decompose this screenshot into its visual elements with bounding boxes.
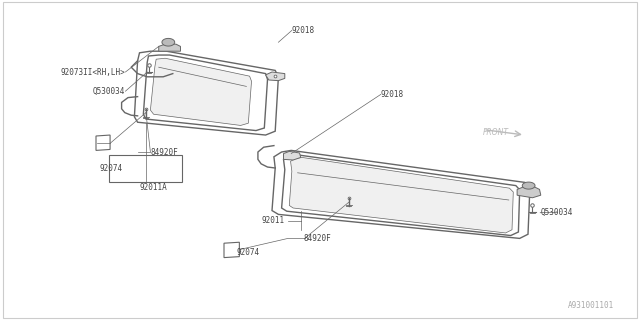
Text: Q530034: Q530034 xyxy=(541,208,573,217)
Text: 92018: 92018 xyxy=(291,26,314,35)
Polygon shape xyxy=(224,242,239,258)
Text: 84920F: 84920F xyxy=(150,148,178,156)
Text: 92011A: 92011A xyxy=(140,183,168,192)
Text: 92011: 92011 xyxy=(262,216,285,225)
FancyBboxPatch shape xyxy=(109,155,182,182)
Text: 92018: 92018 xyxy=(381,90,404,99)
Polygon shape xyxy=(517,187,541,198)
Text: FRONT: FRONT xyxy=(483,128,509,137)
Polygon shape xyxy=(162,38,175,46)
Text: Q530034: Q530034 xyxy=(92,87,125,96)
Polygon shape xyxy=(289,157,513,233)
Polygon shape xyxy=(150,58,252,125)
Polygon shape xyxy=(266,72,285,81)
Polygon shape xyxy=(284,151,301,160)
Text: 92073II<RH,LH>: 92073II<RH,LH> xyxy=(60,68,125,76)
Text: A931001101: A931001101 xyxy=(568,301,614,310)
Polygon shape xyxy=(159,44,180,51)
Polygon shape xyxy=(522,182,535,189)
Text: 92074: 92074 xyxy=(237,248,260,257)
Polygon shape xyxy=(96,135,110,150)
Text: 92074: 92074 xyxy=(99,164,122,172)
Text: 84920F: 84920F xyxy=(304,234,332,243)
